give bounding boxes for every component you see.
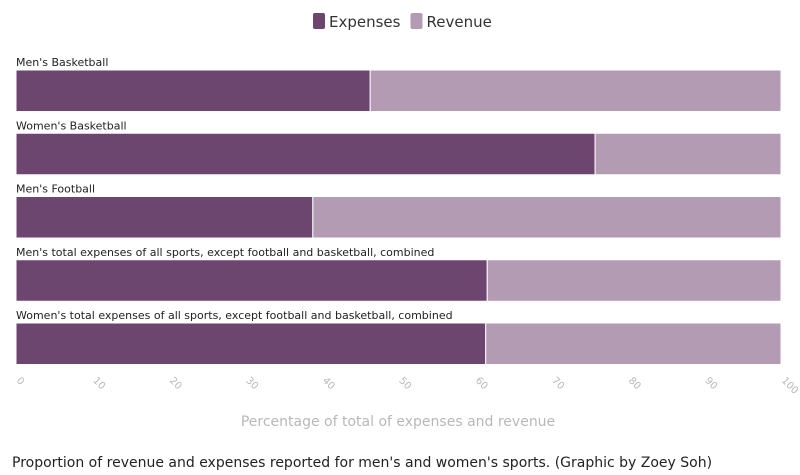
legend-swatch-1	[410, 13, 423, 29]
category-label-1: Women's Basketball	[16, 119, 127, 132]
bar-expenses-3	[15, 259, 488, 302]
bar-revenue-0	[369, 69, 782, 112]
category-label-3: Men's total expenses of all sports, exce…	[16, 246, 434, 259]
x-tick-label-4: 40	[320, 375, 337, 392]
x-tick-label-5: 50	[396, 375, 413, 392]
x-axis: 0 10 20 30 40 50 60 70 80 90 100	[14, 375, 800, 396]
chart-caption: Proportion of revenue and expenses repor…	[12, 455, 713, 471]
bar-expenses-0	[15, 69, 371, 112]
bar-expenses-1	[15, 132, 596, 176]
category-label-2: Men's Football	[16, 183, 95, 196]
category-label-4: Women's total expenses of all sports, ex…	[16, 309, 453, 322]
x-tick-label-6: 60	[473, 375, 490, 392]
x-tick-label-7: 70	[549, 375, 566, 392]
bars-group: Men's Basketball Women's Basketball Men's …	[15, 56, 782, 365]
bar-revenue-4	[485, 322, 782, 365]
x-tick-label-0: 0	[14, 375, 26, 387]
bar-revenue-1	[594, 132, 782, 176]
legend-swatch-0	[313, 13, 325, 29]
bar-expenses-4	[15, 322, 487, 365]
legend: Expenses Revenue	[313, 13, 492, 31]
stacked-bar-chart: Expenses Revenue Men's Basketball Women's …	[14, 13, 800, 430]
category-label-0: Men's Basketball	[16, 56, 108, 69]
legend-label-1: Revenue	[426, 13, 491, 31]
x-axis-title: Percentage of total of expenses and reve…	[241, 414, 555, 430]
legend-label-0: Expenses	[329, 13, 401, 31]
bar-revenue-2	[312, 196, 782, 239]
bar-expenses-2	[15, 196, 314, 239]
x-tick-label-8: 80	[626, 375, 643, 392]
x-tick-label-3: 30	[243, 375, 260, 392]
x-tick-label-10: 100	[779, 375, 800, 396]
x-tick-label-1: 10	[90, 375, 107, 392]
x-tick-label-9: 90	[702, 375, 719, 392]
bar-revenue-3	[486, 259, 782, 302]
x-tick-label-2: 20	[167, 375, 184, 392]
